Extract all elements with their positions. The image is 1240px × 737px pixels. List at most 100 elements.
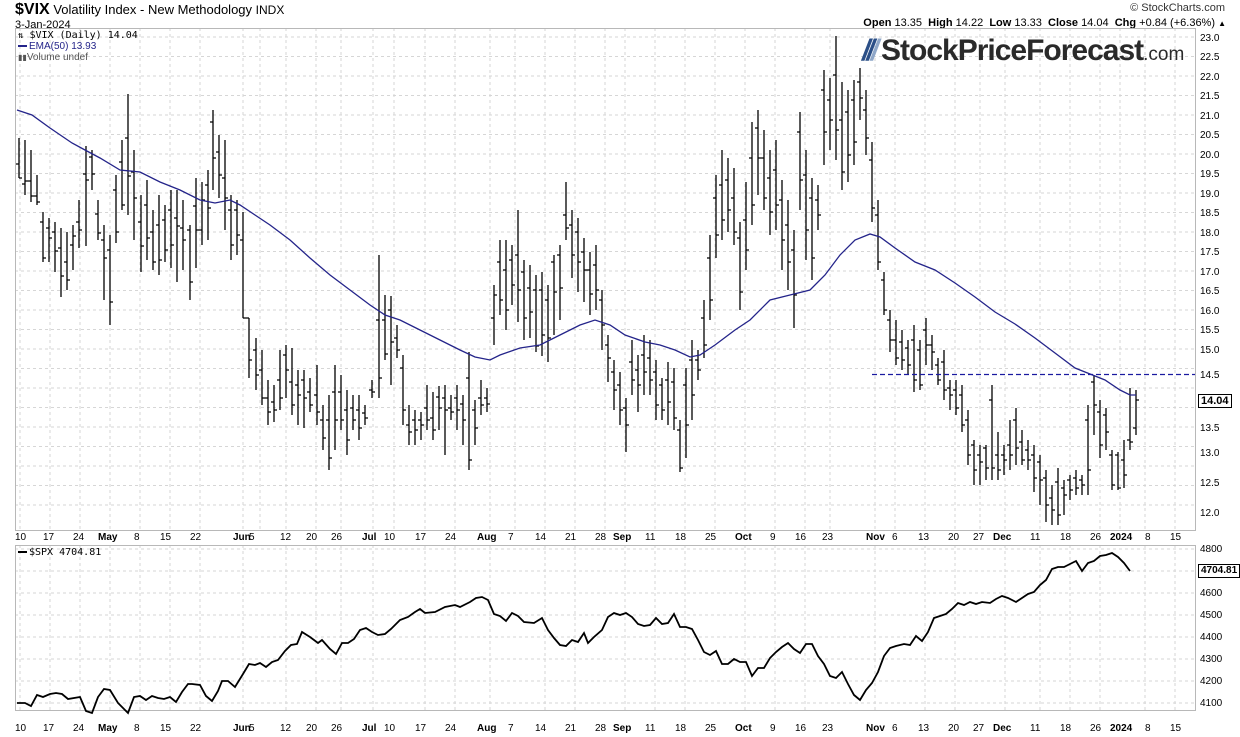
svg-text:Sep: Sep [613,723,631,734]
svg-text:25: 25 [705,532,717,543]
svg-text:Jul: Jul [362,532,377,543]
vix-ohlc-bars [16,36,1139,525]
svg-text:21.0: 21.0 [1200,111,1220,122]
svg-text:18.5: 18.5 [1200,208,1220,219]
svg-text:17: 17 [43,723,55,734]
legend-price: ⇅ $VIX (Daily) 14.04 [18,30,138,41]
svg-text:26: 26 [1090,723,1102,734]
svg-text:11: 11 [645,532,656,543]
high-value: 14.22 [955,17,984,29]
svg-text:8: 8 [1145,723,1151,734]
ohlc-bars-icon: ⇅ [18,31,24,41]
legend-price-text: $VIX (Daily) 14.04 [29,30,138,41]
svg-text:16.5: 16.5 [1200,286,1220,297]
svg-text:8: 8 [134,532,140,543]
svg-text:21.5: 21.5 [1200,91,1220,102]
vix-y-axis: 23.0 22.5 22.0 21.5 21.0 20.5 20.0 19.5 19.0 1… [1200,33,1220,519]
svg-text:6: 6 [892,723,898,734]
svg-text:25: 25 [705,723,717,734]
svg-text:13: 13 [918,532,930,543]
svg-text:26: 26 [331,723,343,734]
svg-text:15.0: 15.0 [1200,345,1220,356]
svg-text:9: 9 [770,532,776,543]
svg-text:Jul: Jul [362,723,377,734]
svg-text:Nov: Nov [866,532,885,543]
svg-text:16.0: 16.0 [1200,306,1220,317]
svg-text:19.5: 19.5 [1200,169,1220,180]
svg-text:11: 11 [1030,723,1041,734]
svg-text:Dec: Dec [993,532,1012,543]
svg-text:2024: 2024 [1110,723,1133,734]
high-label: High [928,17,953,29]
svg-text:20.0: 20.0 [1200,150,1220,161]
symbol: $VIX [15,1,50,18]
svg-text:6: 6 [892,532,898,543]
svg-text:Oct: Oct [735,532,752,543]
ohlc-summary: Open 13.35 High 14.22 Low 13.33 Close 14… [863,17,1226,29]
svg-text:15: 15 [160,532,172,543]
vix-panel: 23.0 22.5 22.0 21.5 21.0 20.5 20.0 19.5 19.0 1… [15,28,1220,531]
svg-text:27: 27 [973,723,985,734]
svg-text:22.5: 22.5 [1200,52,1220,63]
svg-text:20.5: 20.5 [1200,130,1220,141]
svg-text:22.0: 22.0 [1200,72,1220,83]
open-value: 13.35 [894,17,923,29]
vix-last-value-tag: 14.04 [1198,394,1232,408]
chart-title: $VIX Volatility Index - New Methodology … [15,1,284,19]
symbol-name: Volatility Index - New Methodology [53,2,253,17]
open-label: Open [863,17,892,29]
spx-grid [15,545,1195,710]
svg-text:15.5: 15.5 [1200,325,1220,336]
change-label: Chg [1114,17,1137,29]
svg-text:Aug: Aug [477,532,496,543]
spx-swatch-icon [18,551,27,553]
svg-text:18: 18 [1060,532,1072,543]
svg-text:Aug: Aug [477,723,496,734]
spx-y-axis: 4800 4600 4500 4400 4300 4200 4100 [1200,544,1223,709]
svg-text:15: 15 [1170,723,1182,734]
legend-ema: EMA(50) 13.93 [18,41,138,52]
vix-panel-frame [15,28,1196,531]
svg-text:4800: 4800 [1200,544,1223,555]
svg-text:11: 11 [645,723,656,734]
low-label: Low [989,17,1012,29]
svg-text:13: 13 [918,723,930,734]
vix-legend: ⇅ $VIX (Daily) 14.04 EMA(50) 13.93 ▮▮Vol… [18,30,138,63]
svg-text:24: 24 [445,532,457,543]
svg-text:14: 14 [535,723,547,734]
svg-text:26: 26 [1090,532,1102,543]
ema-swatch-icon [18,45,27,48]
svg-text:11: 11 [1030,532,1041,543]
svg-text:May: May [98,723,118,734]
svg-text:20: 20 [948,723,960,734]
svg-text:28: 28 [595,723,607,734]
svg-text:16: 16 [795,723,807,734]
svg-text:14.5: 14.5 [1200,370,1220,381]
volume-bars-icon: ▮▮ [18,53,27,62]
svg-text:17: 17 [415,723,427,734]
svg-text:2024: 2024 [1110,532,1133,543]
svg-text:Jun: Jun [233,723,251,734]
svg-text:22: 22 [190,532,202,543]
svg-text:18: 18 [675,532,687,543]
spx-panel: 4800 4600 4500 4400 4300 4200 4100 [15,544,1223,715]
svg-text:15: 15 [1170,532,1182,543]
svg-text:Jun: Jun [233,532,251,543]
svg-text:9: 9 [770,723,776,734]
svg-text:12.5: 12.5 [1200,478,1220,489]
svg-text:13.5: 13.5 [1200,423,1220,434]
svg-text:4300: 4300 [1200,654,1223,665]
svg-text:23: 23 [822,532,834,543]
svg-text:20: 20 [306,723,318,734]
svg-text:23: 23 [822,723,834,734]
low-value: 13.33 [1014,17,1042,29]
svg-text:7: 7 [508,532,514,543]
svg-text:23.0: 23.0 [1200,33,1220,44]
svg-text:Sep: Sep [613,532,631,543]
legend-volume: ▮▮Volume undef [18,52,138,63]
svg-text:24: 24 [73,532,85,543]
up-arrow-icon: ▲ [1218,19,1226,28]
